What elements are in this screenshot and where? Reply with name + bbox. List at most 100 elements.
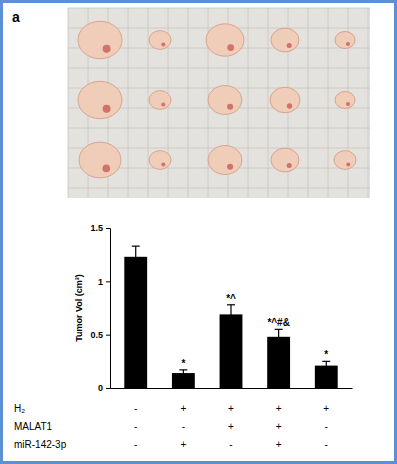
photo-grid [128, 8, 129, 198]
condition-value: + [180, 439, 186, 450]
condition-value: + [323, 403, 329, 414]
photo [68, 8, 370, 198]
error-bar-cap [227, 323, 235, 324]
error-bar-stem [230, 305, 231, 324]
tumor [208, 86, 242, 115]
tumor [208, 146, 242, 175]
condition-value: + [180, 403, 186, 414]
y-tick-mark [106, 388, 110, 389]
error-bar-cap [322, 369, 330, 370]
condition-value: - [325, 439, 328, 450]
tumor-spot [103, 105, 111, 113]
tumor [271, 28, 299, 52]
tumor [335, 32, 355, 49]
error-bar-cap [275, 329, 283, 330]
annotation: * [324, 349, 328, 360]
condition-value: - [134, 439, 137, 450]
tumor [149, 31, 171, 50]
error-bar-stem [135, 246, 136, 267]
tumor-spot [161, 42, 165, 46]
condition-value: - [325, 421, 328, 432]
photo-grid [368, 8, 369, 198]
error-bar-stem [183, 370, 184, 376]
photo-grid [68, 8, 370, 9]
condition-value: - [182, 421, 185, 432]
condition-name: H₂ [14, 403, 25, 414]
tumor-spot [161, 162, 165, 166]
y-tick-mark [106, 228, 110, 229]
error-bar [132, 246, 140, 267]
panel-label: a [12, 9, 20, 25]
bar [267, 337, 290, 388]
photo-grid [308, 8, 309, 198]
figure: a00.511.5Tumor Vol (cm³)**^*^#&*H₂-++++M… [0, 0, 397, 464]
error-bar-cap [227, 304, 235, 305]
tumor [271, 148, 299, 172]
error-bar-cap [322, 361, 330, 362]
tumor [149, 151, 171, 170]
photo-grid [68, 128, 370, 129]
error-bar-cap [132, 246, 140, 247]
photo-grid [248, 8, 249, 198]
photo-grid [268, 8, 269, 198]
error-bar [179, 370, 187, 376]
annotation: *^ [226, 293, 236, 304]
condition-value: + [228, 421, 234, 432]
tumor-spot [103, 165, 111, 173]
tumor [149, 91, 171, 110]
condition-value: + [276, 421, 282, 432]
y-tick-label: 1.5 [90, 223, 103, 233]
condition-value: + [276, 403, 282, 414]
bar [124, 257, 147, 388]
error-bar-stem [326, 361, 327, 370]
tumor [334, 151, 356, 170]
tumor-spot [227, 164, 233, 170]
tumor-spot [103, 45, 111, 53]
tumor-spot [227, 104, 233, 110]
condition-name: MALAT1 [14, 421, 53, 432]
error-bar-stem [278, 329, 279, 344]
y-axis-line [106, 229, 111, 389]
x-axis-line [111, 388, 353, 389]
y-tick: 1.5 [90, 223, 110, 233]
y-tick-mark [106, 281, 110, 282]
annotation: * [181, 358, 185, 369]
photo-grid [68, 68, 370, 69]
annotation: *^#& [267, 317, 290, 328]
tumor [335, 92, 355, 109]
error-bar [275, 329, 283, 344]
y-tick: 1 [98, 277, 110, 287]
photo-grid [148, 8, 149, 198]
y-tick-label: 0 [98, 383, 103, 393]
error-bar-cap [275, 344, 283, 345]
tumor-spot [161, 102, 165, 106]
y-tick: 0 [98, 383, 110, 393]
error-bar [227, 305, 235, 324]
error-bar [322, 361, 330, 370]
condition-value: - [134, 421, 137, 432]
plot-area [124, 246, 337, 388]
photo-grid [328, 8, 329, 198]
y-tick: 0.5 [90, 330, 110, 340]
tumor-spot [346, 102, 350, 106]
panel-frame [2, 2, 396, 463]
tumor-spot [346, 162, 350, 166]
photo-grid [68, 8, 69, 198]
tumor [78, 81, 122, 118]
error-bar-cap [132, 267, 140, 268]
y-axis: 0 0.5 1 1.5 [90, 223, 110, 393]
photo-grid [188, 8, 189, 198]
photo-background [68, 8, 370, 198]
tumor [78, 21, 122, 58]
tumor-spot [287, 163, 292, 168]
tumor-spot [287, 43, 292, 48]
tumor-spot [287, 103, 292, 108]
y-tick-label: 0.5 [90, 330, 103, 340]
condition-value: + [228, 403, 234, 414]
error-bar-cap [179, 376, 187, 377]
condition-value: + [276, 439, 282, 450]
tumor [206, 24, 244, 56]
photo-grid [68, 188, 370, 189]
error-bar-cap [179, 369, 187, 370]
tumor [79, 142, 121, 178]
